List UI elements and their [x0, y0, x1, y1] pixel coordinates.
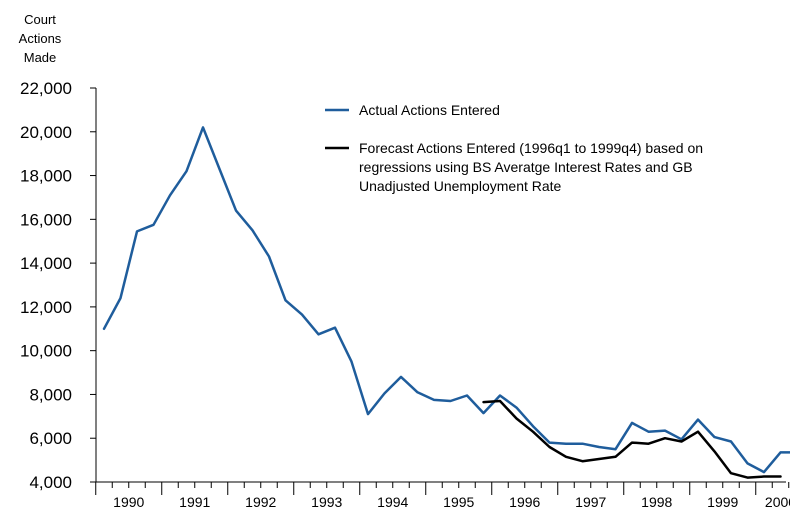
- x-tick-label: 1994: [377, 494, 408, 510]
- y-tick-label: 10,000: [20, 342, 72, 361]
- x-tick-label: 1990: [113, 494, 144, 510]
- x-tick-label: 1999: [707, 494, 738, 510]
- y-tick-label: 20,000: [20, 123, 72, 142]
- x-tick-label: 1993: [311, 494, 342, 510]
- y-axis-title: Court Actions Made: [19, 12, 62, 65]
- legend-label-forecast-line-2: regressions using BS Averatge Interest R…: [359, 159, 693, 175]
- x-tick-label: 1991: [179, 494, 210, 510]
- y-tick-label: 4,000: [29, 473, 72, 492]
- y-axis-title-line-2: Actions: [19, 31, 62, 46]
- y-tick-label: 18,000: [20, 167, 72, 186]
- y-tick-label: 12,000: [20, 298, 72, 317]
- x-axis-ticks: 1990 1991 1992 1993 1994 1995 1996 1997 1998 1999…: [96, 482, 790, 510]
- x-tick-label: 1992: [245, 494, 276, 510]
- y-tick-label: 8,000: [29, 385, 72, 404]
- y-axis-title-line-3: Made: [24, 50, 57, 65]
- x-tick-label: 2000: [765, 494, 790, 510]
- y-tick-label: 14,000: [20, 254, 72, 273]
- x-tick-label: 1996: [509, 494, 540, 510]
- legend-label-forecast-line-3: Unadjusted Unemployment Rate: [359, 178, 562, 194]
- y-axis-ticks: 4,000 6,000 8,000 10,000 12,000 14,000 16,000 1…: [20, 79, 96, 492]
- y-tick-label: 6,000: [29, 429, 72, 448]
- legend: Actual Actions Entered Forecast Actions …: [325, 102, 703, 194]
- x-tick-label: 1995: [443, 494, 474, 510]
- x-tick-label: 1997: [575, 494, 606, 510]
- legend-label-actual: Actual Actions Entered: [359, 102, 500, 118]
- x-tick-label: 1998: [641, 494, 672, 510]
- y-axis-title-line-1: Court: [24, 12, 56, 27]
- y-tick-label: 22,000: [20, 79, 72, 98]
- forecast-actions-line: [484, 401, 781, 478]
- legend-label-forecast-line-1: Forecast Actions Entered (1996q1 to 1999…: [359, 140, 703, 156]
- y-tick-label: 16,000: [20, 210, 72, 229]
